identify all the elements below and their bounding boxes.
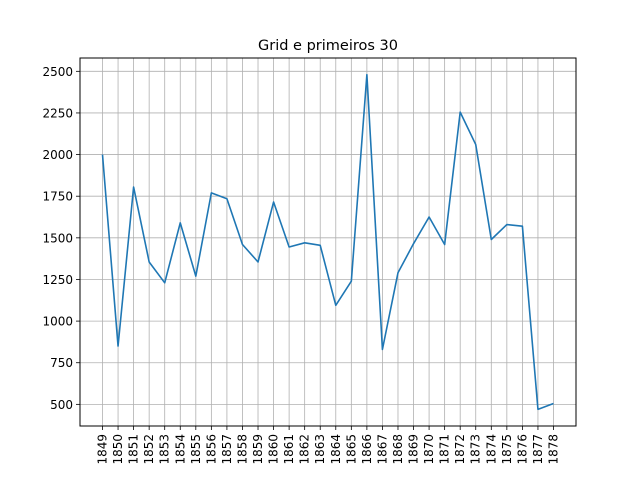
y-tick-label: 2000 [42, 148, 73, 162]
x-tick-label: 1857 [220, 434, 234, 465]
x-tick-label: 1875 [500, 434, 514, 465]
x-tick-label: 1877 [531, 434, 545, 465]
x-tick-label: 1866 [360, 434, 374, 465]
x-axis-ticks: 1849 1850 1851 1852 1853 1854 1855 1856 1857 1858… [96, 426, 561, 465]
y-tick-label: 2500 [42, 65, 73, 79]
x-tick-label: 1850 [111, 434, 125, 465]
grid-lines [80, 58, 576, 426]
x-tick-label: 1868 [391, 434, 405, 465]
x-tick-label: 1878 [547, 434, 561, 465]
y-tick-label: 2250 [42, 106, 73, 120]
x-tick-label: 1863 [313, 434, 327, 465]
x-tick-label: 1865 [344, 434, 358, 465]
x-tick-label: 1864 [329, 434, 343, 465]
x-tick-label: 1853 [158, 434, 172, 465]
x-tick-label: 1876 [515, 434, 529, 465]
y-tick-label: 1000 [42, 315, 73, 329]
x-tick-label: 1856 [204, 434, 218, 465]
x-tick-label: 1855 [189, 434, 203, 465]
x-tick-label: 1869 [407, 434, 421, 465]
x-tick-label: 1873 [469, 434, 483, 465]
x-tick-label: 1872 [453, 434, 467, 465]
x-tick-label: 1860 [267, 434, 281, 465]
y-tick-label: 1250 [42, 273, 73, 287]
x-tick-label: 1849 [96, 434, 110, 465]
y-axis-ticks: 500 750 1000 1250 1500 1750 2000 2250 2500 [42, 65, 80, 412]
x-tick-label: 1862 [298, 434, 312, 465]
x-tick-label: 1861 [282, 434, 296, 465]
series-line [101, 73, 554, 411]
plot-area-frame [79, 57, 577, 427]
x-tick-label: 1871 [438, 434, 452, 465]
x-tick-label: 1870 [422, 434, 436, 465]
chart-title: Grid e primeiros 30 [258, 38, 398, 54]
x-tick-label: 1851 [127, 434, 141, 465]
y-tick-label: 1750 [42, 190, 73, 204]
x-tick-label: 1874 [484, 434, 498, 465]
x-tick-label: 1854 [173, 434, 187, 465]
x-tick-label: 1867 [375, 434, 389, 465]
x-tick-label: 1858 [235, 434, 249, 465]
x-tick-label: 1859 [251, 434, 265, 465]
y-tick-label: 750 [50, 356, 73, 370]
series-layer [101, 73, 554, 411]
y-tick-label: 500 [50, 398, 73, 412]
y-tick-label: 1500 [42, 231, 73, 245]
x-tick-label: 1852 [142, 434, 156, 465]
